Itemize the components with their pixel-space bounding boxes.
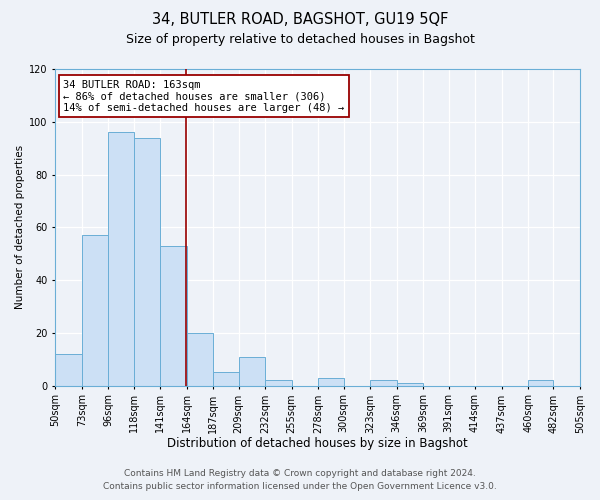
Text: Contains HM Land Registry data © Crown copyright and database right 2024.
Contai: Contains HM Land Registry data © Crown c…	[103, 470, 497, 491]
Bar	[265, 380, 292, 386]
Bar	[109, 132, 134, 386]
Bar	[160, 246, 187, 386]
Bar	[82, 236, 109, 386]
Text: 34 BUTLER ROAD: 163sqm
← 86% of detached houses are smaller (306)
14% of semi-de: 34 BUTLER ROAD: 163sqm ← 86% of detached…	[64, 80, 344, 113]
Bar	[134, 138, 160, 386]
Bar	[318, 378, 344, 386]
Bar	[370, 380, 397, 386]
Y-axis label: Number of detached properties: Number of detached properties	[15, 146, 25, 310]
Bar	[213, 372, 239, 386]
X-axis label: Distribution of detached houses by size in Bagshot: Distribution of detached houses by size …	[167, 437, 468, 450]
Bar	[397, 383, 423, 386]
Bar	[239, 356, 265, 386]
Bar	[55, 354, 82, 386]
Text: 34, BUTLER ROAD, BAGSHOT, GU19 5QF: 34, BUTLER ROAD, BAGSHOT, GU19 5QF	[152, 12, 448, 28]
Text: Size of property relative to detached houses in Bagshot: Size of property relative to detached ho…	[125, 32, 475, 46]
Bar	[187, 333, 213, 386]
Bar	[528, 380, 553, 386]
